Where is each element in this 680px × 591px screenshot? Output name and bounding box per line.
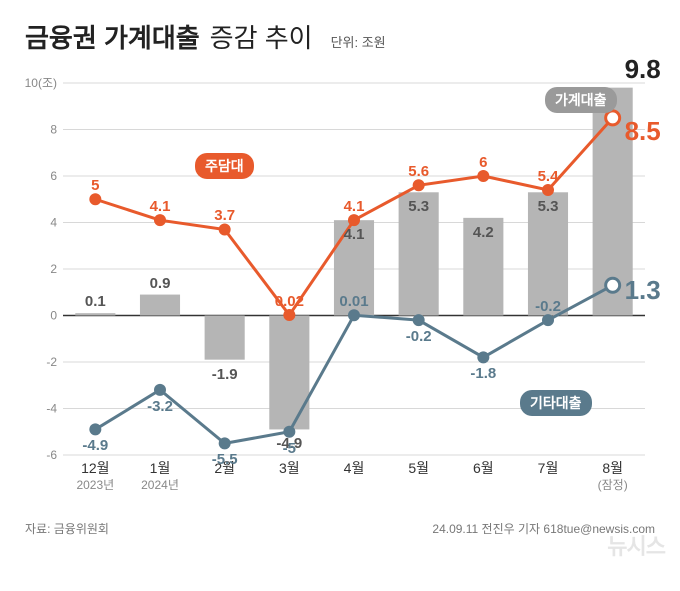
data-label: 5.4 xyxy=(538,168,559,185)
data-label: 3.7 xyxy=(214,207,235,224)
data-label: -4.9 xyxy=(82,437,108,454)
data-label: 8.5 xyxy=(625,116,661,147)
data-label: 4.1 xyxy=(344,198,365,215)
svg-text:(잠정): (잠정) xyxy=(598,478,628,492)
data-label: -0.2 xyxy=(535,298,561,315)
svg-text:-6: -6 xyxy=(46,448,57,462)
legend-pill: 주담대 xyxy=(195,153,254,179)
svg-text:0: 0 xyxy=(50,309,57,323)
svg-text:2024년: 2024년 xyxy=(141,478,179,492)
data-label: 5.6 xyxy=(408,163,429,180)
svg-text:7월: 7월 xyxy=(538,460,559,476)
chart-title: 금융권 가계대출 증감 추이 단위: 조원 xyxy=(25,18,655,55)
svg-text:10(조): 10(조) xyxy=(25,76,57,90)
svg-text:12월: 12월 xyxy=(81,460,109,476)
unit-label: 단위: 조원 xyxy=(331,32,386,51)
data-label: -5 xyxy=(283,440,296,457)
svg-text:2023년: 2023년 xyxy=(76,478,114,492)
data-label: 5.3 xyxy=(408,198,429,215)
data-label: 4.1 xyxy=(150,198,171,215)
svg-text:4월: 4월 xyxy=(344,460,365,476)
watermark: 뉴시스 xyxy=(607,529,665,561)
data-label: -1.8 xyxy=(470,365,496,382)
svg-text:1월: 1월 xyxy=(150,460,171,476)
data-label: 9.8 xyxy=(625,54,661,85)
svg-text:3월: 3월 xyxy=(279,460,300,476)
svg-text:-4: -4 xyxy=(46,402,57,416)
data-label: 4.2 xyxy=(473,224,494,241)
legend-pill: 가계대출 xyxy=(545,87,617,113)
svg-text:-2: -2 xyxy=(46,355,57,369)
data-label: 4.1 xyxy=(344,226,365,243)
data-label: 0.1 xyxy=(85,293,106,310)
title-light: 증감 추이 xyxy=(210,18,313,55)
svg-text:8월: 8월 xyxy=(602,460,623,476)
chart-svg: -6-4-20246810(조)12월2023년1월2024년2월3월4월5월6… xyxy=(25,65,655,510)
svg-text:2: 2 xyxy=(50,262,57,276)
data-label: 0.9 xyxy=(150,275,171,292)
data-label: 5.3 xyxy=(538,198,559,215)
data-label: -3.2 xyxy=(147,398,173,415)
data-label: -0.2 xyxy=(406,328,432,345)
legend-pill: 기타대출 xyxy=(520,390,592,416)
data-label: 6 xyxy=(479,154,487,171)
data-label: 1.3 xyxy=(625,275,661,306)
chart-area: -6-4-20246810(조)12월2023년1월2024년2월3월4월5월6… xyxy=(25,65,655,510)
svg-text:4: 4 xyxy=(50,216,57,230)
data-label: 0.01 xyxy=(339,293,368,310)
svg-text:6: 6 xyxy=(50,169,57,183)
data-label: 5 xyxy=(91,177,99,194)
data-label: 0.02 xyxy=(275,293,304,310)
svg-text:8: 8 xyxy=(50,123,57,137)
title-bold: 금융권 가계대출 xyxy=(25,18,200,55)
source-label: 자료: 금융위원회 xyxy=(25,520,109,537)
svg-text:5월: 5월 xyxy=(408,460,429,476)
data-label: -1.9 xyxy=(212,366,238,383)
svg-text:6월: 6월 xyxy=(473,460,494,476)
data-label: -5.5 xyxy=(212,451,238,468)
